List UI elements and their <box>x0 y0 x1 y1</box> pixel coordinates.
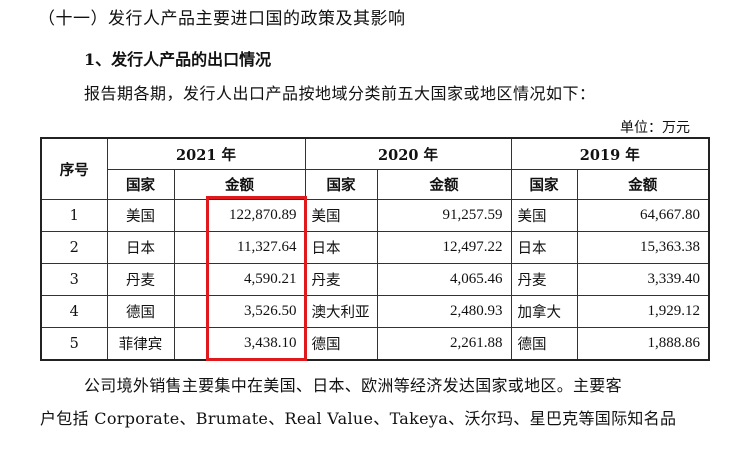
country-2021: 菲律宾 <box>106 327 175 361</box>
amount-2019: 1,929.12 <box>576 295 710 328</box>
amount-2021: 11,327.64 <box>173 231 306 264</box>
amount-2019: 64,667.80 <box>576 199 710 232</box>
country-2020: 日本 <box>304 231 378 264</box>
amount-2021: 4,590.21 <box>173 263 306 296</box>
header-amount: 金额 <box>173 169 306 200</box>
country-2021: 美国 <box>106 199 175 232</box>
amount-2020: 2,480.93 <box>376 295 512 328</box>
country-2020: 德国 <box>304 327 378 361</box>
country-2021: 德国 <box>106 295 175 328</box>
country-2020: 丹麦 <box>304 263 378 296</box>
amount-2019: 3,339.40 <box>576 263 710 296</box>
amount-2020: 12,497.22 <box>376 231 512 264</box>
row-index: 4 <box>40 295 108 328</box>
country-2020: 澳大利亚 <box>304 295 378 328</box>
country-2020: 美国 <box>304 199 378 232</box>
intro-text: 报告期各期，发行人出口产品按地域分类前五大国家或地区情况如下： <box>84 84 596 103</box>
paragraph-line-2: 户包括 Corporate、Brumate、Real Value、Takeya、… <box>40 409 677 428</box>
country-2021: 日本 <box>106 231 175 264</box>
table-row: 2 日本 11,327.64 日本 12,497.22 日本 15,363.38 <box>40 231 710 264</box>
unit-label: 单位：万元 <box>620 120 690 136</box>
row-index: 5 <box>40 327 108 361</box>
paragraph-line-1: 公司境外销售主要集中在美国、日本、欧洲等经济发达国家或地区。主要客 <box>84 376 622 395</box>
country-2019: 丹麦 <box>510 263 578 296</box>
table-row: 3 丹麦 4,590.21 丹麦 4,065.46 丹麦 3,339.40 <box>40 263 710 296</box>
row-index: 3 <box>40 263 108 296</box>
country-2019: 日本 <box>510 231 578 264</box>
amount-2020: 4,065.46 <box>376 263 512 296</box>
row-index: 2 <box>40 231 108 264</box>
row-index: 1 <box>40 199 108 232</box>
country-2019: 美国 <box>510 199 578 232</box>
amount-2019: 15,363.38 <box>576 231 710 264</box>
header-country: 国家 <box>510 169 578 200</box>
header-country: 国家 <box>106 169 175 200</box>
amount-2020: 2,261.88 <box>376 327 512 361</box>
header-index: 序号 <box>40 137 108 200</box>
header-amount: 金额 <box>376 169 512 200</box>
header-amount: 金额 <box>576 169 710 200</box>
export-table: 序号 2021 年 2020 年 2019 年 国家 金额 国家 金额 国家 金… <box>40 137 710 361</box>
amount-2021: 122,870.89 <box>173 199 306 232</box>
amount-2021: 3,438.10 <box>173 327 306 361</box>
amount-2019: 1,888.86 <box>576 327 710 361</box>
table-row: 1 美国 122,870.89 美国 91,257.59 美国 64,667.8… <box>40 199 710 232</box>
country-2021: 丹麦 <box>106 263 175 296</box>
amount-2020: 91,257.59 <box>376 199 512 232</box>
header-year-2019: 2019 年 <box>510 137 710 170</box>
header-year-2021: 2021 年 <box>106 137 306 170</box>
country-2019: 德国 <box>510 327 578 361</box>
header-country: 国家 <box>304 169 378 200</box>
subsection-heading: 1、发行人产品的出口情况 <box>84 50 272 69</box>
table-row: 5 菲律宾 3,438.10 德国 2,261.88 德国 1,888.86 <box>40 327 710 361</box>
amount-2021: 3,526.50 <box>173 295 306 328</box>
header-year-2020: 2020 年 <box>304 137 512 170</box>
section-heading: （十一）发行人产品主要进口国的政策及其影响 <box>38 9 406 29</box>
table-row: 4 德国 3,526.50 澳大利亚 2,480.93 加拿大 1,929.12 <box>40 295 710 328</box>
country-2019: 加拿大 <box>510 295 578 328</box>
